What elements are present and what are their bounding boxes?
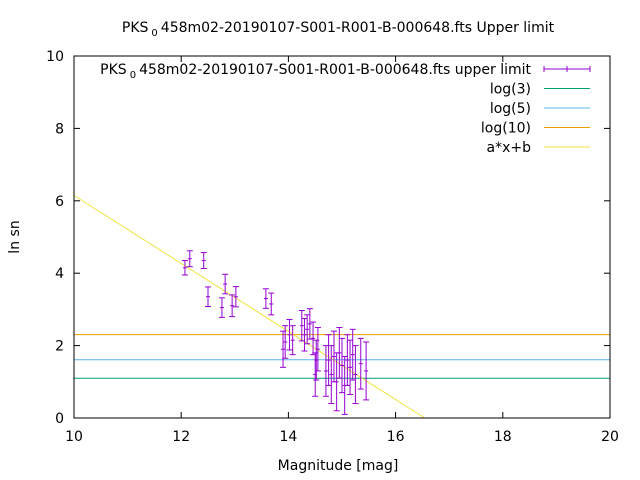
legend-item: PKS 0 458m02-20190107-S001-R001-B-000648.f… <box>100 62 591 81</box>
legend-item: log(5) <box>490 101 590 117</box>
x-axis-label: Magnitude [mag] <box>278 458 399 474</box>
x-tick-label: 12 <box>172 429 190 445</box>
chart-title-sub: 0 <box>151 28 157 39</box>
axis-ticks: 10 12 14 16 18 20 0 2 4 6 8 10 <box>46 49 619 445</box>
data-point <box>286 319 293 351</box>
data-point <box>336 327 343 379</box>
x-tick-label: 10 <box>65 429 83 445</box>
plot-frame <box>73 55 611 419</box>
data-point <box>322 345 329 397</box>
data-point <box>268 292 275 316</box>
legend-label: a*x+b <box>487 140 532 156</box>
data-point <box>306 308 313 340</box>
y-tick-label: 8 <box>55 121 64 137</box>
data-point <box>314 327 321 372</box>
data-points <box>181 250 370 415</box>
data-point <box>282 325 289 359</box>
y-tick-label: 0 <box>55 411 64 427</box>
y-tick-label: 6 <box>55 194 64 210</box>
data-point <box>357 337 364 390</box>
y-tick-label: 4 <box>55 266 64 282</box>
y-tick-label: 2 <box>55 339 64 355</box>
y-axis-label: ln sn <box>7 220 23 253</box>
data-point <box>205 286 211 308</box>
x-tick-label: 14 <box>279 429 297 445</box>
data-point <box>289 325 296 356</box>
data-point <box>218 297 225 318</box>
x-tick-label: 20 <box>601 429 619 445</box>
legend-item: log(10) <box>481 121 590 137</box>
data-point <box>298 309 305 342</box>
legend-item: a*x+b <box>487 140 590 156</box>
chart-title: PKS 0 458m02-20190107-S001-R001-B-000648.f… <box>122 20 555 39</box>
data-point <box>349 328 356 381</box>
fit-line <box>73 194 425 419</box>
data-point <box>339 337 345 394</box>
legend-label: log(10) <box>481 121 531 137</box>
data-point <box>232 286 239 308</box>
legend-label: log(3) <box>490 82 531 98</box>
legend-label: PKS 0 458m02-20190107-S001-R001-B-000648.f… <box>100 62 531 81</box>
x-tick-label: 18 <box>494 429 512 445</box>
data-point <box>229 294 236 318</box>
data-point <box>352 345 359 405</box>
chart-title-rest: 458m02-20190107-S001-R001-B-000648.fts U… <box>161 20 555 36</box>
data-point <box>325 334 332 386</box>
data-point <box>181 260 188 276</box>
data-point <box>186 250 193 268</box>
data-point <box>347 339 354 395</box>
data-point <box>222 273 229 295</box>
data-point <box>328 345 335 405</box>
legend: PKS 0 458m02-20190107-S001-R001-B-000648.f… <box>100 62 591 156</box>
y-tick-label: 10 <box>46 49 64 65</box>
data-point <box>363 341 370 401</box>
legend-item: log(3) <box>490 82 590 98</box>
chart-title-main: PKS <box>122 20 149 36</box>
x-tick-label: 16 <box>387 429 405 445</box>
data-point <box>344 334 351 386</box>
data-point <box>301 317 308 352</box>
data-point <box>262 288 269 309</box>
data-point <box>200 252 207 269</box>
legend-label: log(5) <box>490 101 531 117</box>
data-point <box>310 321 317 356</box>
fit-line-layer <box>73 194 425 419</box>
